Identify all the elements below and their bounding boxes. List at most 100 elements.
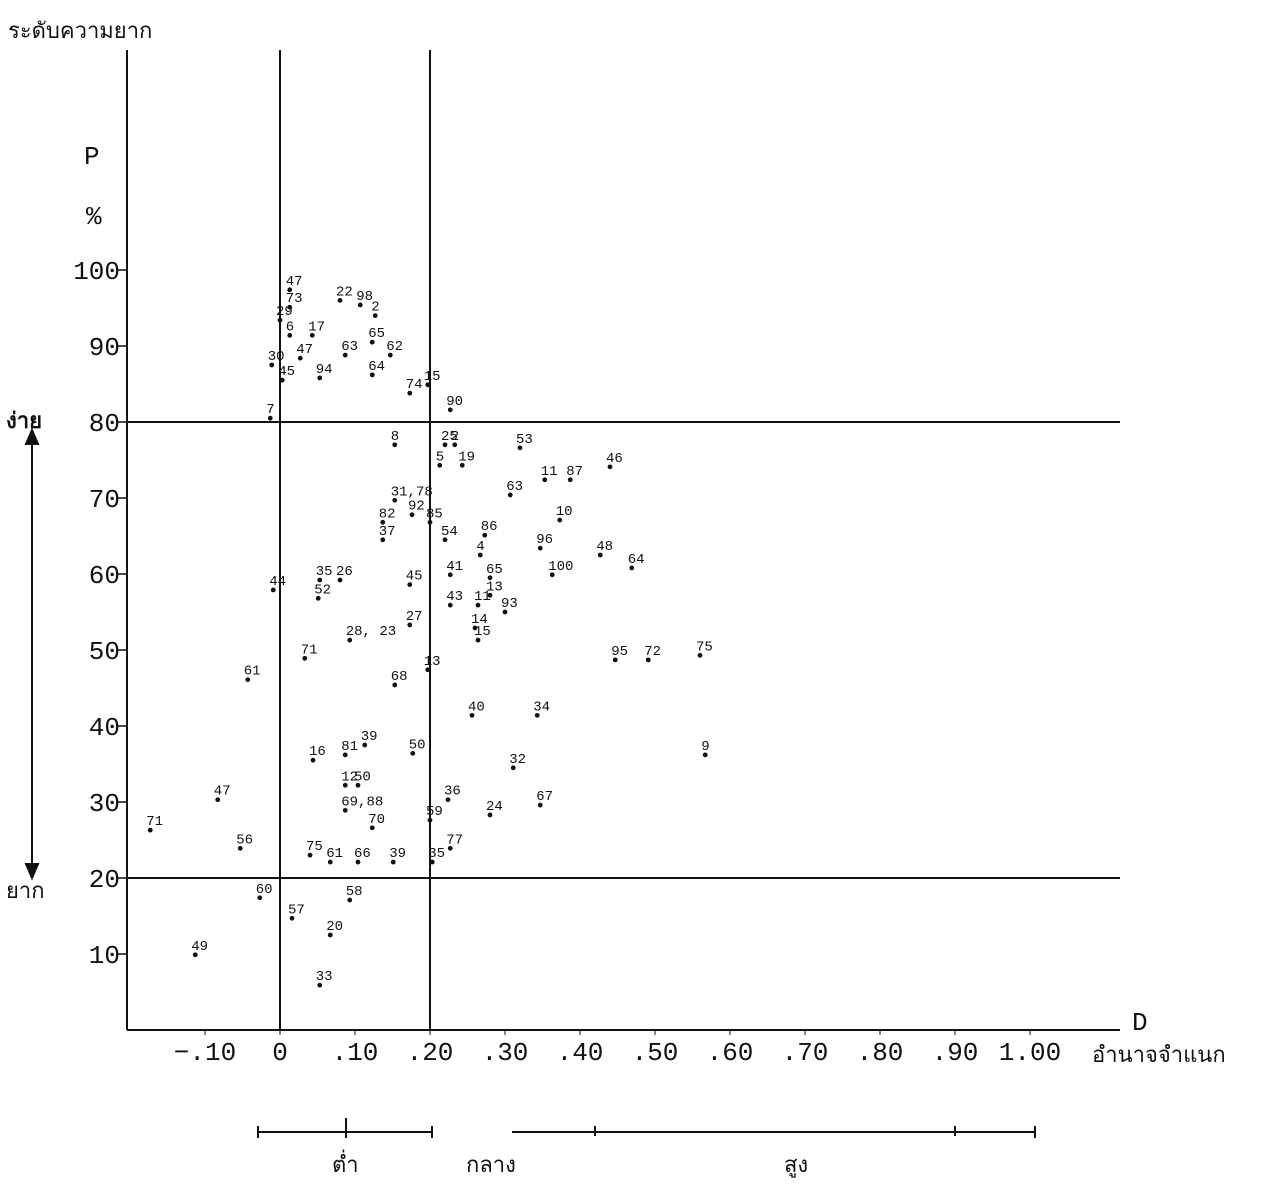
easy-label: ง่าย (6, 409, 42, 434)
point-label: 59 (426, 804, 443, 820)
point-label: 8 (391, 429, 399, 445)
point-label: 92 (408, 499, 425, 515)
point-label: 45 (406, 569, 423, 585)
point-label: 4 (476, 539, 484, 555)
point-label: 72 (644, 644, 661, 660)
point-label: 100 (548, 559, 573, 575)
y-tick-label: 30 (89, 789, 120, 819)
point (317, 577, 323, 583)
point-label: 37 (379, 524, 396, 540)
point-label: 28, 23 (346, 624, 396, 640)
point-label: 98 (356, 289, 373, 305)
point (702, 752, 708, 758)
point-label: 44 (269, 574, 286, 590)
point (534, 712, 540, 718)
point-label: 82 (379, 506, 396, 522)
point (192, 952, 198, 958)
point (502, 609, 508, 615)
point (390, 859, 396, 865)
point-label: 67 (536, 789, 553, 805)
point (289, 915, 295, 921)
point-label: 65 (368, 326, 385, 342)
point-label: 47 (214, 784, 231, 800)
point-label: 71 (301, 642, 318, 658)
x-tick-label: −.10 (174, 1038, 236, 1068)
point (482, 532, 488, 538)
point (697, 652, 703, 658)
point-label: 27 (406, 609, 423, 625)
y-tick-label: 20 (89, 865, 120, 895)
point (347, 897, 353, 903)
point-label: 61 (326, 846, 343, 862)
point-label: 50 (354, 769, 371, 785)
point (410, 750, 416, 756)
point (307, 852, 313, 858)
point (607, 464, 613, 470)
point (267, 415, 273, 421)
point (337, 577, 343, 583)
point (612, 657, 618, 663)
point (147, 827, 153, 833)
point-label: 14 (471, 612, 488, 628)
point (355, 782, 361, 788)
point (429, 859, 435, 865)
point (542, 477, 548, 483)
point-label: 46 (606, 451, 623, 467)
point (442, 537, 448, 543)
point-label: 75 (306, 839, 323, 855)
point-label: 12 (341, 769, 358, 785)
point-label: 50 (409, 737, 426, 753)
y-tick-label: 10 (89, 941, 120, 971)
x-tick-label: 1.00 (999, 1038, 1061, 1068)
point (337, 298, 343, 303)
point (362, 742, 368, 748)
point (287, 332, 293, 338)
point-label: 11 (474, 589, 491, 605)
point (487, 592, 493, 598)
point (447, 572, 453, 578)
point (507, 492, 513, 498)
point (357, 302, 363, 308)
point (392, 442, 398, 448)
y-axis-title: ระดับความยาก (8, 19, 152, 44)
point-label: 63 (341, 339, 358, 355)
point (629, 565, 635, 571)
point (537, 802, 543, 808)
point-label: 34 (533, 699, 550, 715)
x-tick-label: .70 (782, 1038, 829, 1068)
point (387, 352, 393, 358)
point-label: 7 (266, 402, 274, 418)
y-tick-label: 60 (89, 561, 120, 591)
point-label: 81 (341, 739, 358, 755)
point-label: 49 (191, 939, 208, 955)
point-label: 61 (244, 664, 261, 680)
range-mid: กลาง (466, 1153, 516, 1178)
point (437, 462, 443, 468)
point-label: 36 (444, 784, 461, 800)
hard-label: ยาก (6, 879, 45, 904)
point (407, 582, 413, 588)
point-label: 9 (701, 739, 709, 755)
point-label: 41 (446, 559, 463, 575)
point-label: 10 (556, 504, 573, 520)
point (567, 477, 573, 483)
point (317, 375, 323, 381)
point (645, 657, 651, 663)
point-label: 86 (481, 519, 498, 535)
point-label: 54 (441, 524, 458, 540)
y-tick-label: 70 (89, 485, 120, 515)
point (425, 667, 431, 673)
point (487, 812, 493, 818)
point-label: 95 (611, 644, 628, 660)
point (447, 602, 453, 608)
point (257, 895, 263, 901)
x-tick-label: .40 (557, 1038, 604, 1068)
point-label: 85 (426, 506, 443, 522)
point-label: 33 (316, 969, 333, 985)
point-label: 60 (256, 882, 273, 898)
point (310, 757, 316, 763)
y-tick-label: 50 (89, 637, 120, 667)
point-label: 29 (276, 304, 293, 320)
point-label: 2 (371, 300, 379, 316)
point (407, 622, 413, 628)
